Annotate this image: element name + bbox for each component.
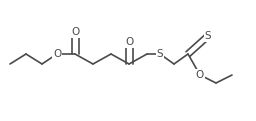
Text: O: O [125,37,133,47]
Text: O: O [53,49,61,59]
Text: O: O [196,70,204,80]
Text: S: S [205,31,211,41]
Text: S: S [157,49,163,59]
Text: O: O [71,27,79,37]
